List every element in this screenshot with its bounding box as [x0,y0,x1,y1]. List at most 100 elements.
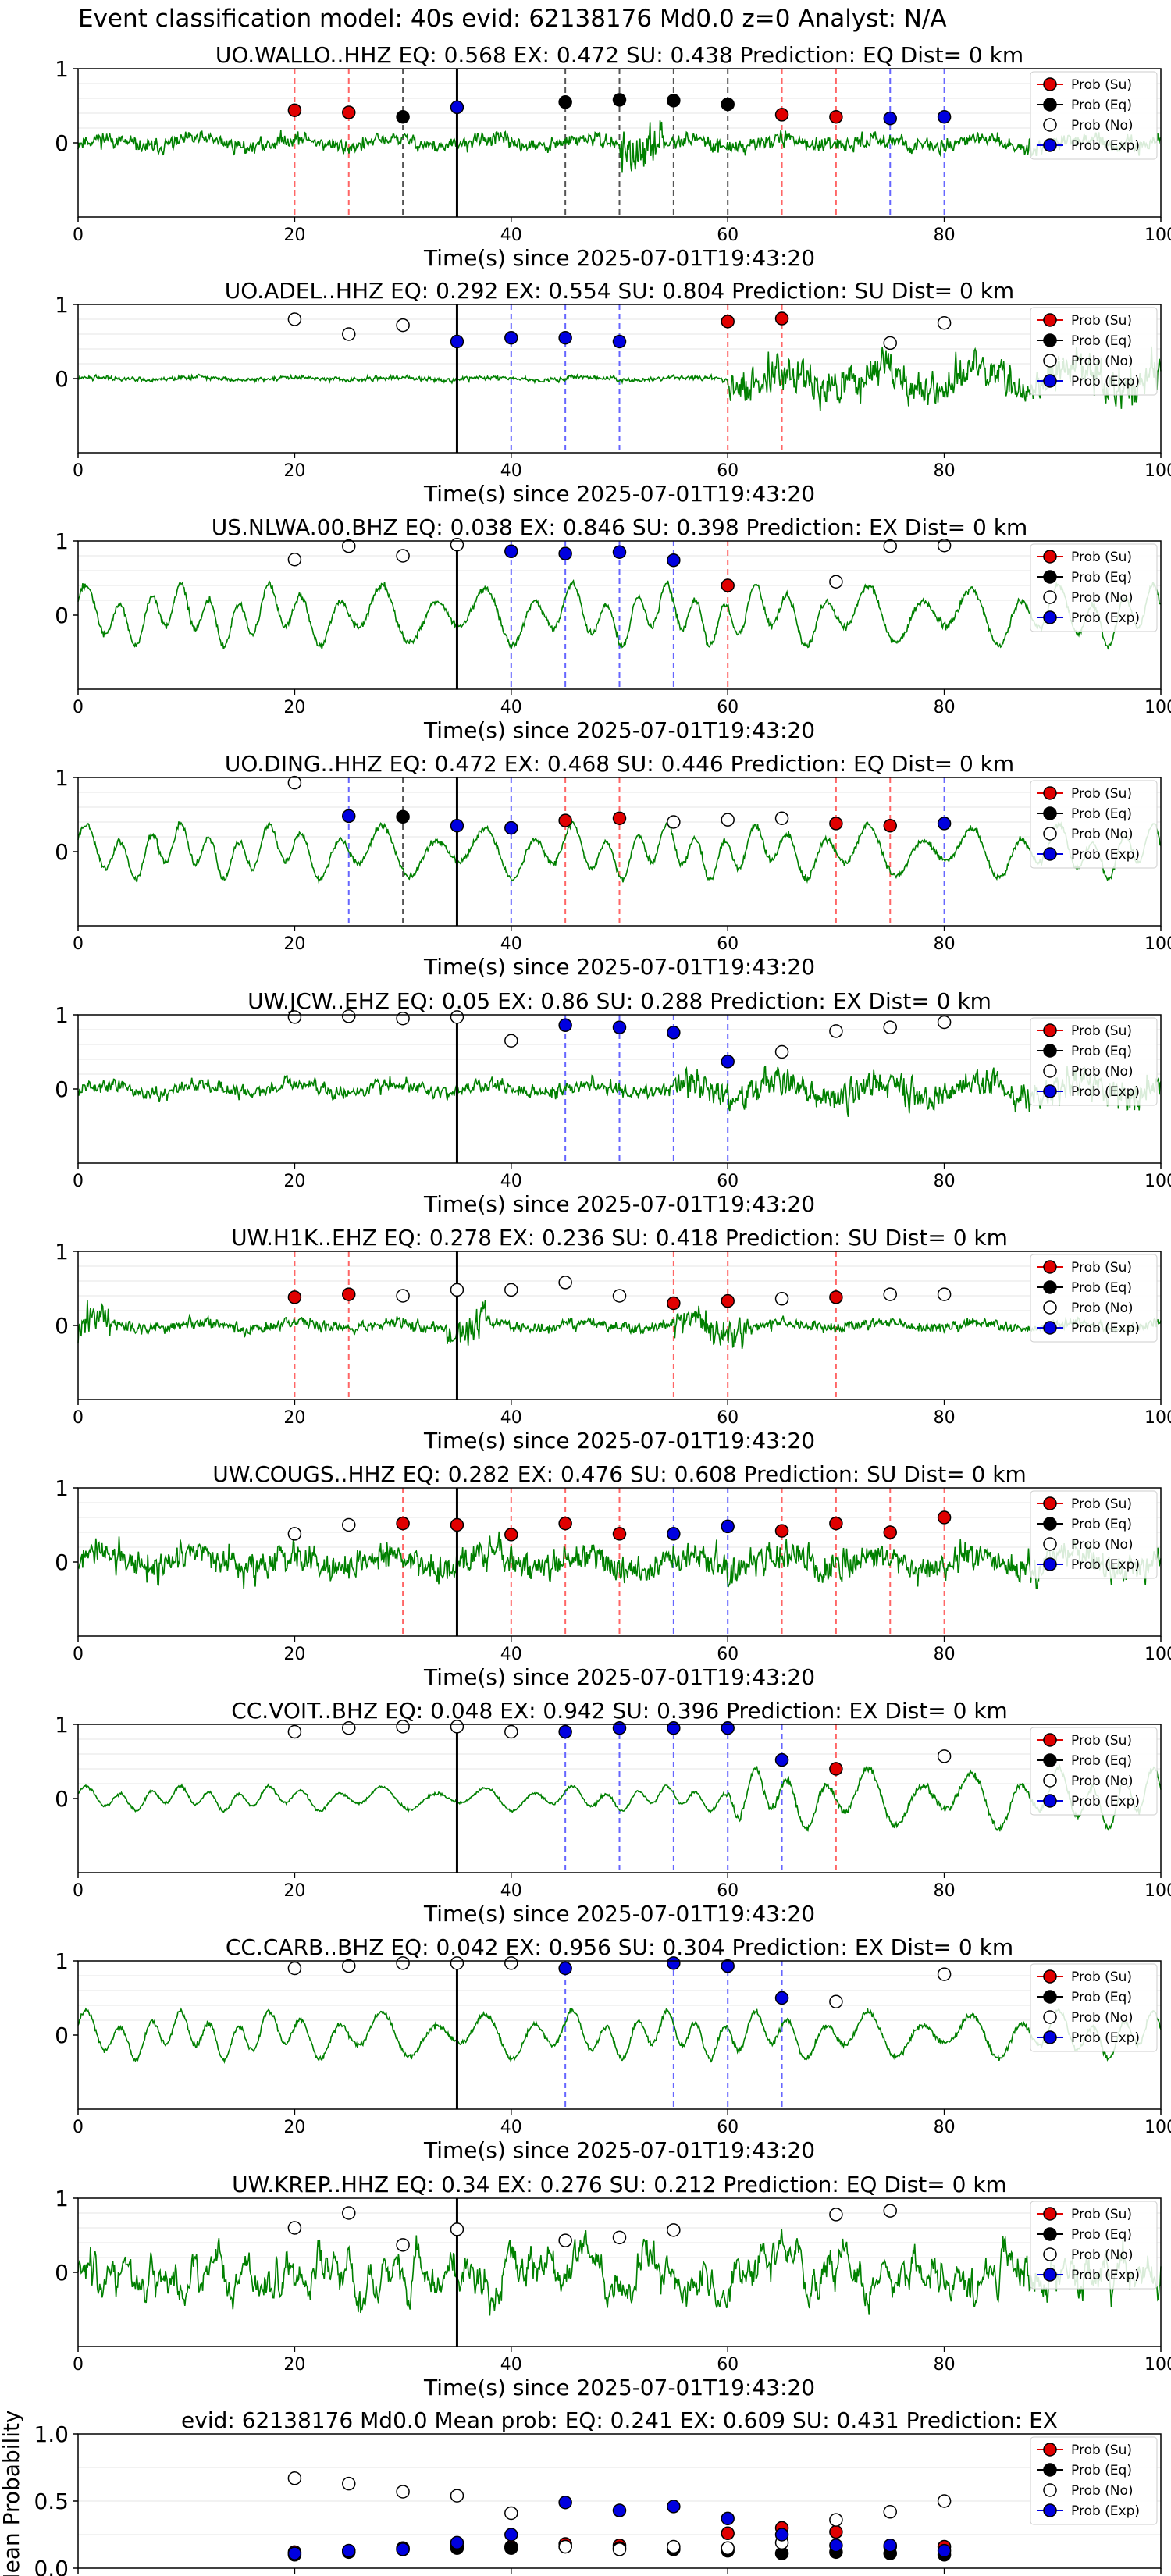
y-tick-label: 1 [55,2186,69,2211]
legend: Prob (Su) Prob (Eq) Prob (No) Prob (Exp) [1030,2201,1158,2290]
prob-marker-no [396,1956,410,1970]
prob-marker-exp [612,1721,627,1735]
legend-label: Prob (Exp) [1071,2268,1140,2283]
prob-marker-su [883,1525,897,1539]
legend-marker-exp [1043,1557,1057,1571]
prob-marker-exp [504,544,518,559]
prob-marker-exp [883,2539,897,2553]
prob-marker-exp [342,809,356,824]
panel-4: UO.DING..HHZ EQ: 0.472 EX: 0.468 SU: 0.4… [55,751,1171,980]
waveform-trace [77,1531,1162,1590]
prob-marker-exp [450,819,464,833]
legend-marker-su [1043,1733,1057,1747]
x-tick-label: 20 [283,226,305,245]
legend-marker-no [1043,2010,1057,2024]
legend: Prob (Su) Prob (Eq) Prob (No) Prob (Exp) [1030,780,1158,869]
x-tick-label: 20 [283,2118,305,2137]
panel-9: CC.CARB..BHZ EQ: 0.042 EX: 0.956 SU: 0.3… [55,1934,1171,2163]
legend-label: Prob (Eq) [1071,1517,1132,1532]
prob-marker-exp [829,2539,843,2553]
x-tick-label: 60 [717,1881,739,1901]
y-tick-label: 0 [55,1313,69,1339]
prob-marker-no [558,2233,572,2247]
legend-marker-exp [1043,138,1057,152]
legend-marker-exp [1043,374,1057,388]
waveform-trace [77,820,1162,884]
legend-marker-su [1043,1969,1057,1984]
prob-marker-exp [612,334,627,349]
legend-label: Prob (Eq) [1071,1044,1132,1059]
waveform-trace [77,346,1162,411]
legend-label: Prob (Su) [1071,550,1132,565]
prob-marker-exp [558,2495,572,2510]
prob-marker-exp [937,817,952,831]
legend: Prob (Su) Prob (Eq) Prob (No) Prob (Exp) [1030,1490,1158,1579]
x-tick-label: 100 [1144,1881,1171,1901]
legend-marker-exp [1043,2503,1057,2517]
prob-marker-no [829,1994,843,2008]
legend-marker-exp [1043,2268,1057,2282]
prob-marker-su [774,1524,789,1538]
legend-label: Prob (Su) [1071,2207,1132,2222]
legend-label: Prob (Su) [1071,313,1132,329]
x-tick-label: 60 [717,2118,739,2137]
legend-label: Prob (No) [1071,2247,1134,2263]
prob-marker-exp [558,331,572,345]
prob-marker-no [774,811,789,825]
prob-marker-su [287,1290,302,1304]
legend-label: Prob (Su) [1071,1023,1132,1039]
x-tick-label: 80 [934,226,956,245]
prob-marker-no [883,539,897,553]
legend-label: Prob (No) [1071,354,1134,369]
x-tick-label: 20 [283,698,305,717]
prob-marker-su [342,105,356,119]
x-tick-label: 0 [73,1645,84,1664]
x-tick-label: 20 [283,1172,305,1191]
x-tick-label: 20 [283,2355,305,2375]
prob-marker-exp [396,2542,410,2556]
y-tick-label: 1 [55,765,69,791]
prob-marker-no [937,1749,952,1763]
legend-marker-eq [1043,2227,1057,2241]
legend-marker-no [1043,1537,1057,1551]
x-axis-label: Time(s) since 2025-07-01T19:43:20 [423,2375,815,2400]
x-axis-label: Time(s) since 2025-07-01T19:43:20 [423,954,815,980]
prob-marker-no [287,312,302,326]
x-tick-label: 40 [500,1881,522,1901]
axes-frame [77,1960,1162,2110]
legend: Prob (Su) Prob (Eq) Prob (No) Prob (Exp) [1030,71,1158,160]
x-tick-label: 0 [73,1408,84,1428]
x-tick-label: 60 [717,934,739,954]
x-tick-label: 80 [934,1645,956,1664]
legend-marker-exp [1043,1321,1057,1335]
panel-11: evid: 62138176 Md0.0 Mean prob: EQ: 0.24… [0,2407,1162,2576]
legend-marker-eq [1043,1753,1057,1767]
prob-marker-no [667,2539,681,2554]
x-axis-label: Time(s) since 2025-07-01T19:43:20 [423,717,815,743]
prob-marker-no [774,1292,789,1306]
legend-box [1030,1963,1158,2052]
legend-marker-su [1043,77,1057,91]
prob-marker-exp [450,100,464,115]
prob-marker-no [504,1724,518,1739]
legend-box [1030,2201,1158,2290]
legend-box [1030,71,1158,160]
prob-marker-su [774,108,789,122]
prob-marker-exp [667,2500,681,2514]
x-tick-label: 100 [1144,226,1171,245]
prob-marker-no [504,1283,518,1297]
x-tick-label: 80 [934,1172,956,1191]
prob-marker-no [450,1283,464,1297]
x-axis-label: Time(s) since 2025-07-01T19:43:20 [423,245,815,271]
legend-marker-no [1043,118,1057,132]
legend-marker-exp [1043,1084,1057,1098]
panel-title: US.NLWA.00.BHZ EQ: 0.038 EX: 0.846 SU: 0… [212,514,1027,540]
legend-marker-eq [1043,333,1057,347]
x-tick-label: 100 [1144,461,1171,481]
legend-marker-eq [1043,570,1057,584]
panel-5: UW.JCW..EHZ EQ: 0.05 EX: 0.86 SU: 0.288 … [55,988,1171,1217]
prob-marker-no [396,549,410,563]
legend-label: Prob (Exp) [1071,2503,1140,2519]
prob-marker-no [937,1015,952,1030]
prob-marker-exp [721,1519,735,1534]
